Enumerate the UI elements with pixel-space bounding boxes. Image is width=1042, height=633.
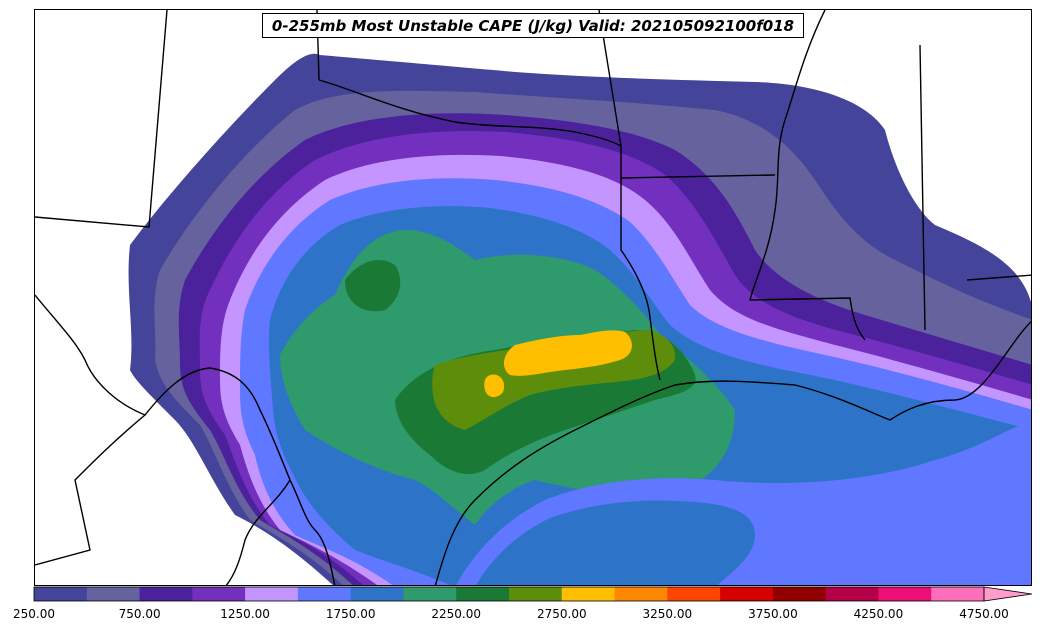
colorbar-segments bbox=[33, 586, 1033, 602]
colorbar-segment bbox=[139, 587, 193, 601]
colorbar-tick-label: 4750.00 bbox=[959, 607, 1009, 621]
state-boundary-ar-la bbox=[620, 174, 776, 179]
colorbar-segment bbox=[614, 587, 668, 601]
coastline bbox=[434, 320, 1031, 585]
state-boundary-al-fl bbox=[966, 274, 1031, 281]
colorbar-segment bbox=[825, 587, 879, 601]
colorbar-tick-label: 2250.00 bbox=[431, 607, 481, 621]
colorbar-segment bbox=[561, 587, 616, 601]
colorbar-segment bbox=[86, 587, 141, 601]
cape-level-gulf-1750 bbox=[476, 500, 755, 585]
colorbar-segment bbox=[667, 587, 721, 601]
border-rio-grande bbox=[35, 294, 336, 585]
border-mexico-coahuila bbox=[35, 414, 146, 566]
cape-level-2750 bbox=[484, 330, 632, 398]
boundary-lines bbox=[35, 10, 1031, 585]
colorbar-segment bbox=[720, 587, 774, 601]
colorbar-extend-arrow bbox=[983, 586, 1033, 602]
colorbar-segment bbox=[403, 587, 457, 601]
state-boundary-ms-river bbox=[749, 10, 866, 341]
state-boundary-red-river bbox=[318, 79, 622, 147]
colorbar-segment bbox=[34, 587, 88, 601]
colorbar-segment bbox=[192, 587, 246, 601]
colorbar-tick-label: 4250.00 bbox=[853, 607, 904, 621]
map-title: 0-255mb Most Unstable CAPE (J/kg) Valid:… bbox=[271, 16, 795, 35]
colorbar-segment bbox=[509, 587, 563, 601]
colorbar-segment bbox=[456, 587, 510, 601]
colorbar-segment bbox=[350, 587, 404, 601]
state-boundary-ms-al bbox=[919, 44, 926, 331]
colorbar bbox=[33, 586, 1033, 602]
colorbar-outline bbox=[33, 586, 985, 602]
colorbar-segment bbox=[772, 587, 827, 601]
cape-contours bbox=[128, 53, 1031, 585]
state-boundary-tx-la bbox=[620, 146, 661, 381]
cape-map bbox=[35, 10, 1031, 585]
colorbar-segment bbox=[878, 587, 932, 601]
colorbar-segment bbox=[245, 587, 299, 601]
colorbar-tick-label: 250.00 bbox=[13, 607, 55, 621]
state-boundary-nm-tx bbox=[35, 10, 168, 228]
map-title-box: 0-255mb Most Unstable CAPE (J/kg) Valid:… bbox=[262, 13, 804, 38]
colorbar-tick-label: 1250.00 bbox=[220, 607, 270, 621]
colorbar-segment bbox=[931, 587, 985, 601]
colorbar-tick-label: 3750.00 bbox=[748, 607, 798, 621]
colorbar-segment bbox=[297, 587, 352, 601]
border-mexico-tamaulipas bbox=[225, 479, 291, 585]
colorbar-tick-label: 1750.00 bbox=[325, 607, 376, 621]
map-panel bbox=[34, 9, 1032, 586]
colorbar-tick-label: 750.00 bbox=[118, 607, 161, 621]
colorbar-tick-label: 3250.00 bbox=[642, 607, 693, 621]
colorbar-tick-label: 2750.00 bbox=[536, 607, 587, 621]
